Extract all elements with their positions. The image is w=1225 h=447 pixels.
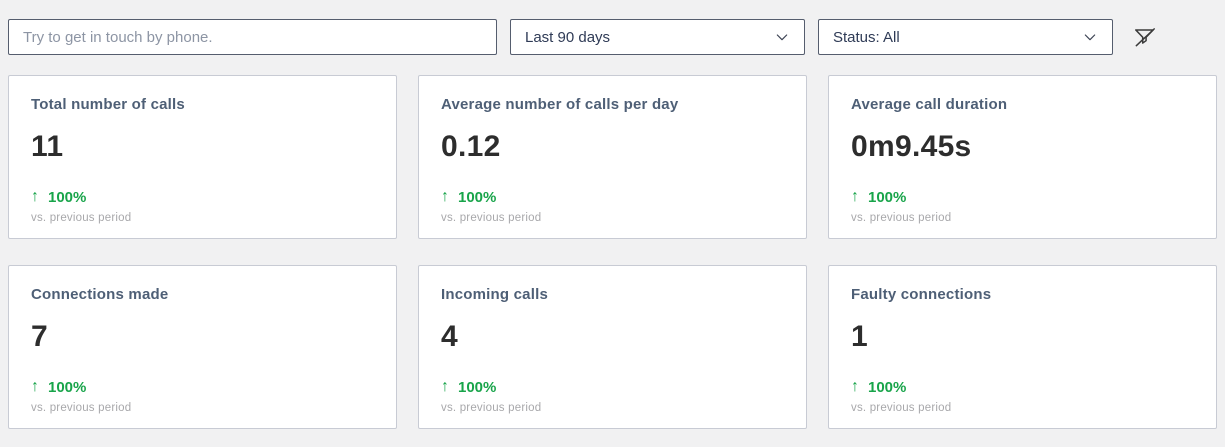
filter-slash-icon — [1132, 24, 1158, 50]
trend-up-arrow-icon: ↑ — [851, 188, 859, 205]
card-subtext: vs. previous period — [851, 212, 952, 224]
chevron-down-icon — [774, 29, 790, 45]
trend-percent: 100% — [458, 188, 497, 206]
card-trend: ↑ 100% — [851, 188, 1194, 206]
trend-up-arrow-icon: ↑ — [31, 188, 39, 205]
stats-card-grid: Total number of calls 11 ↑ 100% vs. prev… — [0, 55, 1225, 429]
card-title: Faulty connections — [851, 286, 992, 303]
card-subtext: vs. previous period — [31, 212, 132, 224]
card-subtext: vs. previous period — [441, 212, 542, 224]
filter-toolbar: Last 90 days Status: All — [0, 0, 1225, 55]
stat-card-incoming-calls: Incoming calls 4 ↑ 100% vs. previous per… — [418, 265, 807, 429]
stat-card-avg-call-duration: Average call duration 0m9.45s ↑ 100% vs.… — [828, 75, 1217, 239]
search-input[interactable] — [8, 19, 497, 55]
trend-up-arrow-icon: ↑ — [31, 378, 39, 395]
card-subtext: vs. previous period — [31, 402, 132, 414]
status-dropdown[interactable]: Status: All — [818, 19, 1113, 55]
card-value: 1 — [851, 320, 868, 353]
trend-percent: 100% — [868, 378, 907, 396]
card-trend: ↑ 100% — [31, 188, 374, 206]
date-range-value: Last 90 days — [525, 28, 611, 46]
trend-up-arrow-icon: ↑ — [441, 188, 449, 205]
card-value: 11 — [31, 130, 64, 163]
card-subtext: vs. previous period — [441, 402, 542, 414]
card-title: Total number of calls — [31, 96, 185, 113]
card-trend: ↑ 100% — [31, 378, 374, 396]
card-trend: ↑ 100% — [441, 188, 784, 206]
card-value: 0m9.45s — [851, 130, 972, 163]
date-range-dropdown[interactable]: Last 90 days — [510, 19, 805, 55]
card-title: Average call duration — [851, 96, 1008, 113]
stat-card-avg-calls-per-day: Average number of calls per day 0.12 ↑ 1… — [418, 75, 807, 239]
stat-card-connections-made: Connections made 7 ↑ 100% vs. previous p… — [8, 265, 397, 429]
chevron-down-icon — [1082, 29, 1098, 45]
card-value: 0.12 — [441, 130, 501, 163]
card-title: Average number of calls per day — [441, 96, 679, 113]
clear-filters-button[interactable] — [1128, 20, 1162, 54]
trend-percent: 100% — [868, 188, 907, 206]
card-subtext: vs. previous period — [851, 402, 952, 414]
card-value: 7 — [31, 320, 48, 353]
trend-up-arrow-icon: ↑ — [851, 378, 859, 395]
status-value: Status: All — [833, 28, 900, 46]
trend-percent: 100% — [48, 378, 87, 396]
stat-card-faulty-connections: Faulty connections 1 ↑ 100% vs. previous… — [828, 265, 1217, 429]
card-trend: ↑ 100% — [441, 378, 784, 396]
card-value: 4 — [441, 320, 458, 353]
card-title: Connections made — [31, 286, 169, 303]
card-trend: ↑ 100% — [851, 378, 1194, 396]
trend-percent: 100% — [458, 378, 497, 396]
stat-card-total-calls: Total number of calls 11 ↑ 100% vs. prev… — [8, 75, 397, 239]
trend-percent: 100% — [48, 188, 87, 206]
trend-up-arrow-icon: ↑ — [441, 378, 449, 395]
card-title: Incoming calls — [441, 286, 548, 303]
